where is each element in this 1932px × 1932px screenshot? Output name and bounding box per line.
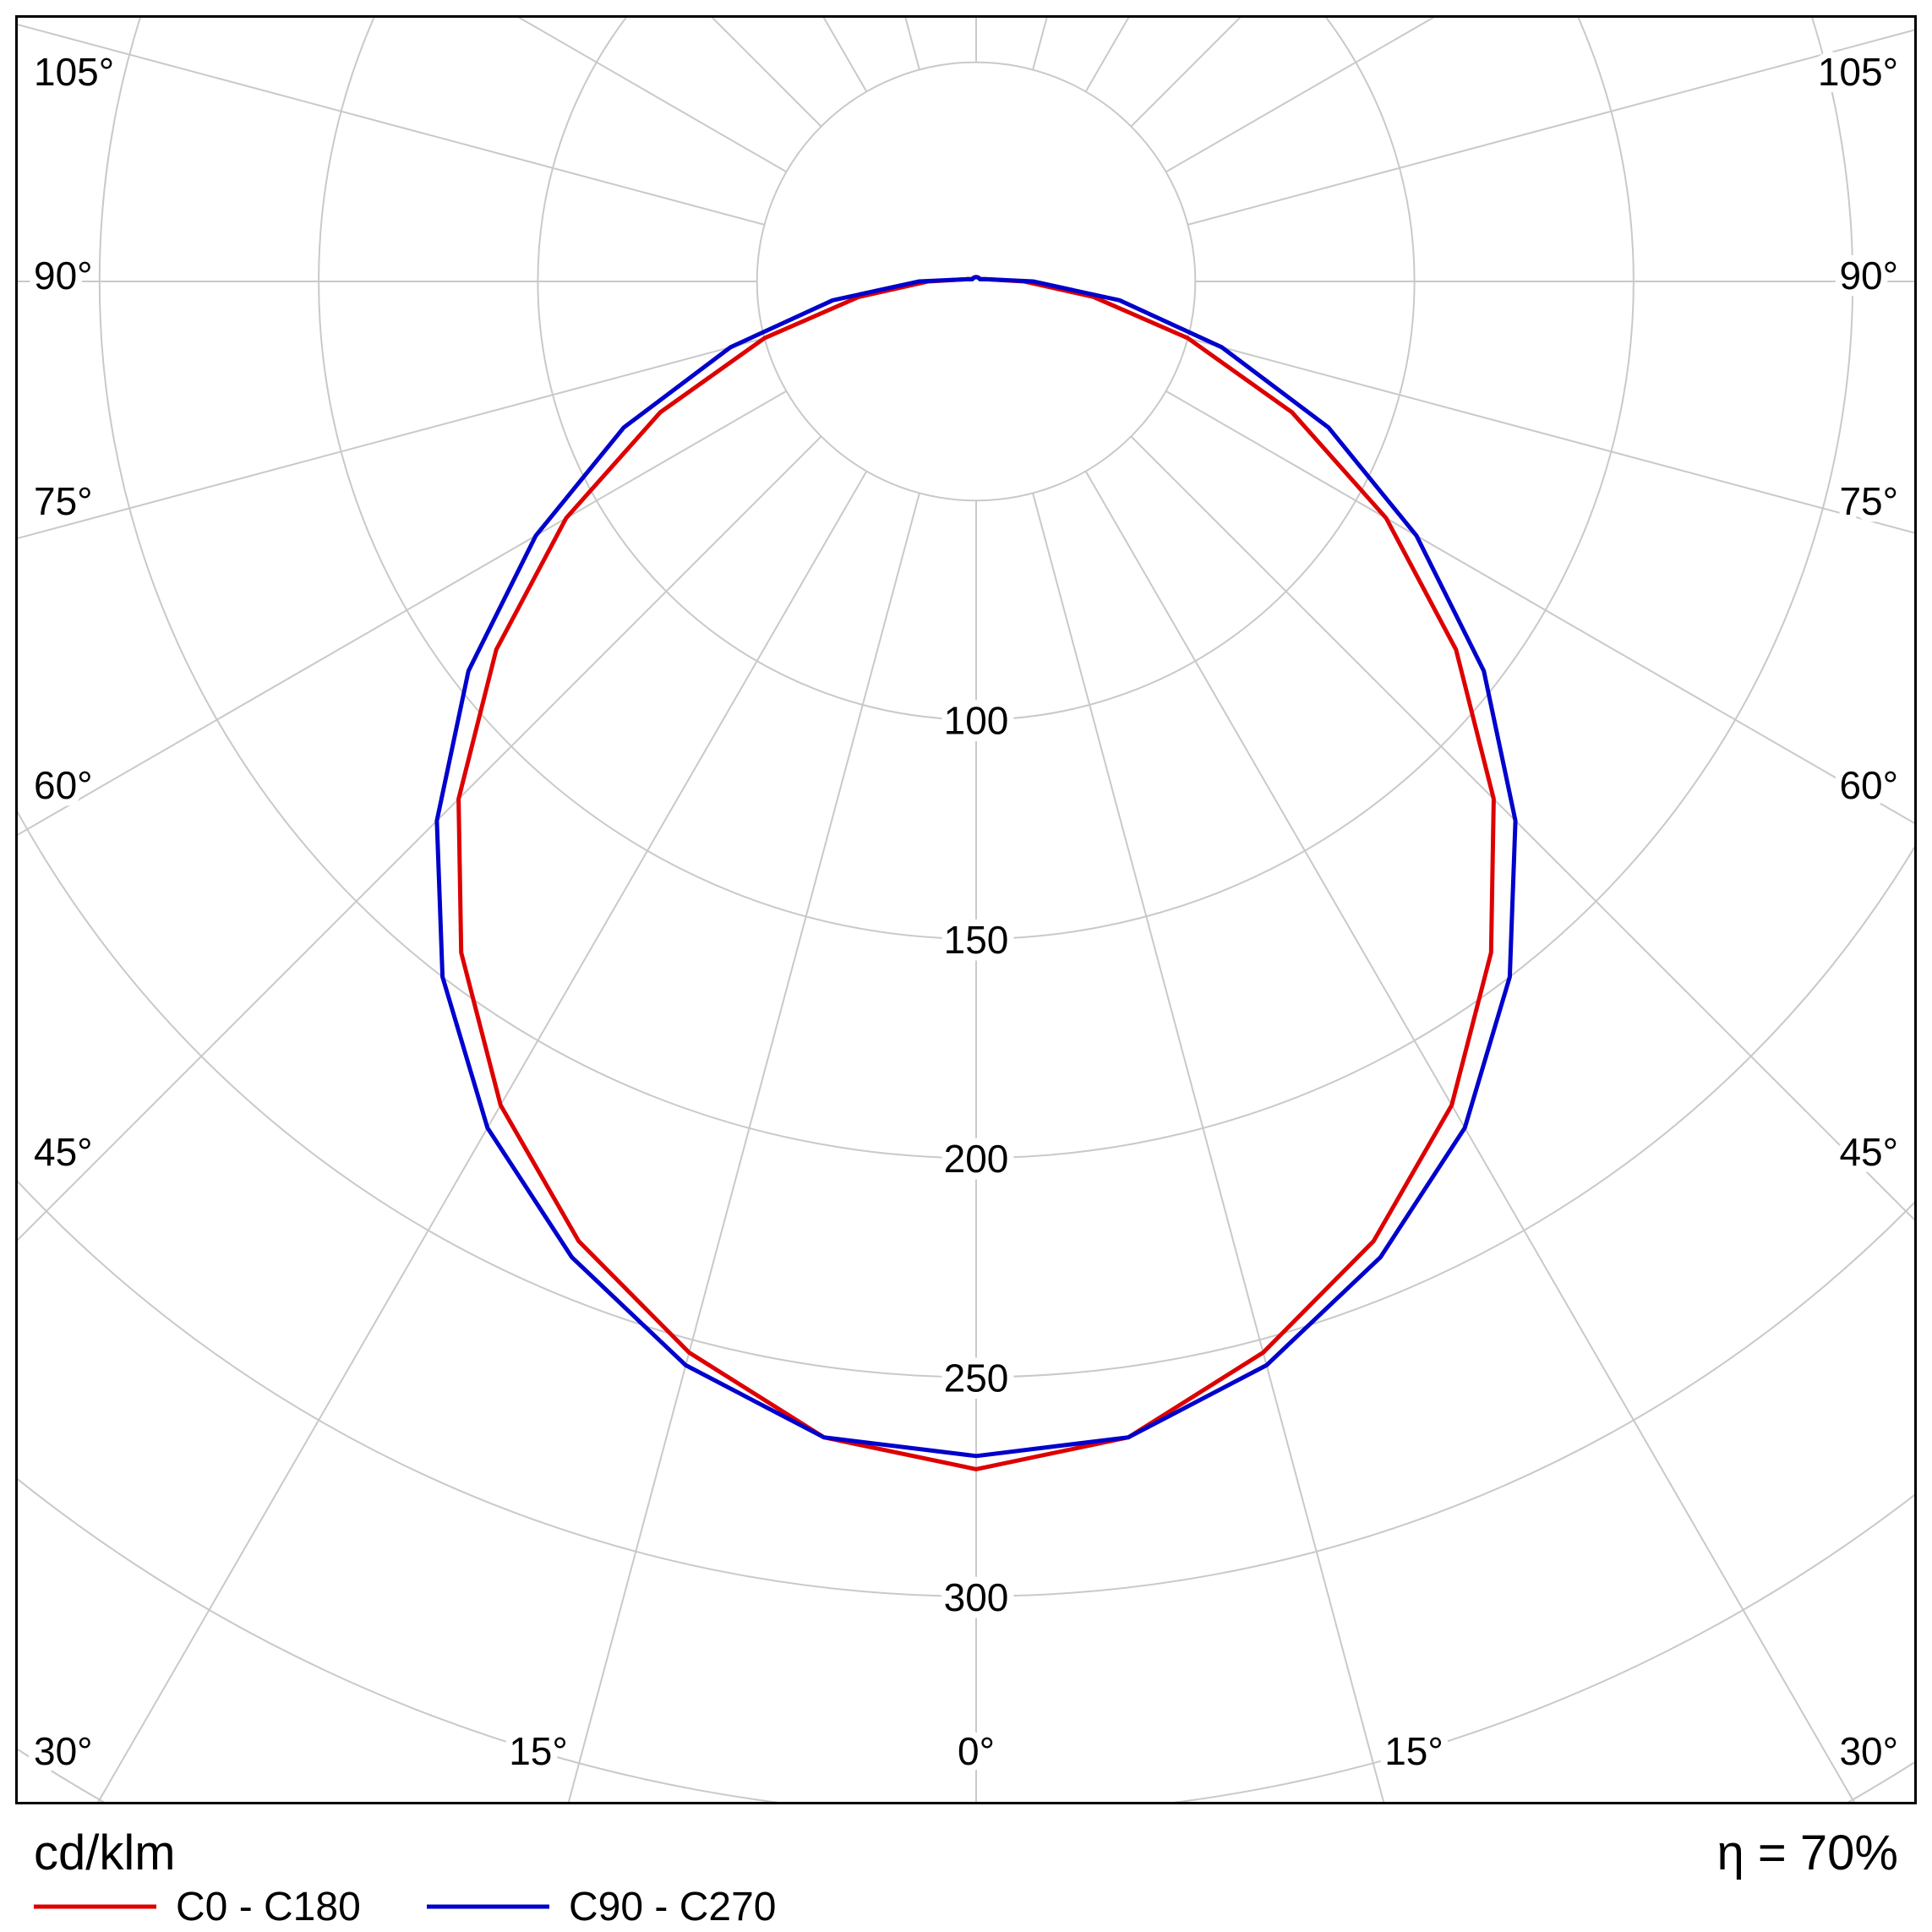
angle-label-left: 75° bbox=[34, 479, 93, 523]
legend-item-label: C0 - C180 bbox=[176, 1885, 361, 1929]
angle-label-left: 105° bbox=[34, 50, 114, 94]
radius-label: 300 bbox=[944, 1575, 1009, 1619]
units-label: cd/klm bbox=[34, 1826, 176, 1880]
grid-spoke bbox=[18, 337, 765, 539]
angle-label-left: 90° bbox=[34, 254, 93, 297]
plot-frame bbox=[15, 15, 1917, 1804]
grid-spoke bbox=[18, 390, 787, 836]
grid-spoke bbox=[1165, 390, 1914, 825]
angle-label-bottom: 15° bbox=[1384, 1729, 1444, 1773]
radius-label: 100 bbox=[944, 699, 1009, 743]
legend-items: C0 - C180 C90 - C270 bbox=[34, 1885, 776, 1929]
radius-label: 200 bbox=[944, 1137, 1009, 1181]
angle-label-right: 75° bbox=[1839, 479, 1898, 523]
grid-spoke bbox=[567, 493, 920, 1802]
curves bbox=[434, 275, 1518, 1471]
grid-spoke bbox=[18, 24, 765, 226]
series-curve-1 bbox=[434, 275, 1518, 1459]
grid-spoke bbox=[97, 471, 868, 1802]
grid-spoke bbox=[18, 435, 822, 1242]
grid-spoke bbox=[1130, 435, 1914, 1221]
angle-label-bottom: 15° bbox=[509, 1729, 568, 1773]
angle-label-left: 60° bbox=[34, 763, 93, 807]
angle-label-left: 45° bbox=[34, 1130, 93, 1174]
efficiency-value: η = 70% bbox=[1717, 1826, 1898, 1880]
angle-label-bottom-left: 30° bbox=[34, 1729, 93, 1773]
legend-item-label: C90 - C270 bbox=[569, 1885, 776, 1929]
angle-label-right: 90° bbox=[1839, 254, 1898, 297]
angle-label-bottom-right: 30° bbox=[1839, 1729, 1898, 1773]
grid-spoke bbox=[1187, 29, 1914, 226]
angle-label-right: 60° bbox=[1839, 763, 1898, 807]
grid-spoke bbox=[1187, 337, 1914, 534]
angle-label-nadir: 0° bbox=[958, 1729, 995, 1773]
angle-label-right: 45° bbox=[1839, 1130, 1898, 1174]
angle-labels: 105° 105° 90° 90° 75° 75° 60° 60° 45° 45° 30° 30° 15… bbox=[27, 43, 1905, 1780]
radius-label: 150 bbox=[944, 918, 1009, 962]
grid-spoke bbox=[1084, 471, 1855, 1802]
angle-label-right: 105° bbox=[1818, 50, 1898, 94]
grid-spoke bbox=[1032, 493, 1385, 1802]
radius-label: 250 bbox=[944, 1356, 1009, 1400]
radius-labels: 100 150 200 250 300 bbox=[937, 692, 1016, 1626]
